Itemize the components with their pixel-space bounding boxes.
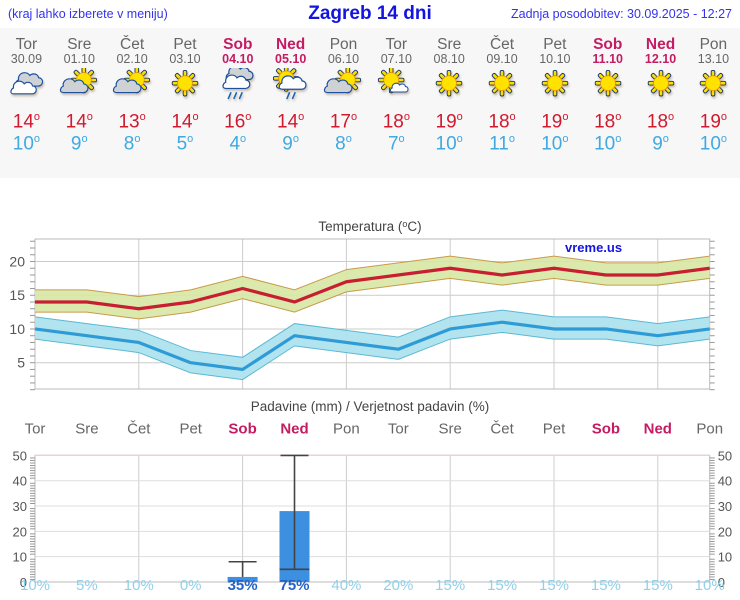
svg-text:15%: 15%: [435, 577, 465, 594]
svg-text:Čet: Čet: [490, 421, 514, 438]
svg-text:Sre: Sre: [439, 421, 462, 438]
svg-text:Sob: Sob: [592, 421, 620, 438]
svg-text:vreme.us: vreme.us: [565, 240, 622, 255]
svg-text:15%: 15%: [539, 577, 569, 594]
svg-text:10: 10: [718, 550, 732, 565]
svg-text:50: 50: [13, 448, 27, 463]
svg-text:15%: 15%: [643, 577, 673, 594]
svg-text:Čet: Čet: [127, 421, 151, 438]
svg-text:Sob: Sob: [228, 421, 256, 438]
svg-text:20: 20: [718, 524, 732, 539]
svg-text:30: 30: [13, 499, 27, 514]
svg-text:35%: 35%: [228, 577, 258, 594]
svg-text:50: 50: [718, 448, 732, 463]
svg-text:Pon: Pon: [333, 421, 360, 438]
svg-text:30: 30: [718, 499, 732, 514]
svg-text:5: 5: [17, 355, 25, 371]
svg-text:20: 20: [13, 524, 27, 539]
svg-text:10%: 10%: [124, 577, 154, 594]
svg-text:40%: 40%: [331, 577, 361, 594]
svg-text:10%: 10%: [695, 577, 725, 594]
svg-text:40: 40: [13, 474, 27, 489]
svg-text:15: 15: [9, 287, 25, 303]
svg-text:Sre: Sre: [75, 421, 98, 438]
svg-text:Ned: Ned: [644, 421, 672, 438]
svg-text:10: 10: [13, 550, 27, 565]
svg-text:Tor: Tor: [388, 421, 409, 438]
svg-text:0%: 0%: [180, 577, 202, 594]
svg-text:10: 10: [9, 321, 25, 337]
svg-text:Pet: Pet: [179, 421, 202, 438]
svg-text:40: 40: [718, 474, 732, 489]
svg-text:20: 20: [9, 254, 25, 270]
svg-text:15%: 15%: [591, 577, 621, 594]
svg-text:Pon: Pon: [696, 421, 723, 438]
svg-text:20%: 20%: [383, 577, 413, 594]
svg-text:10%: 10%: [20, 577, 50, 594]
svg-text:15%: 15%: [487, 577, 517, 594]
svg-text:Pet: Pet: [543, 421, 566, 438]
svg-text:5%: 5%: [76, 577, 98, 594]
svg-text:Tor: Tor: [25, 421, 46, 438]
svg-text:Ned: Ned: [280, 421, 308, 438]
svg-text:75%: 75%: [279, 577, 309, 594]
